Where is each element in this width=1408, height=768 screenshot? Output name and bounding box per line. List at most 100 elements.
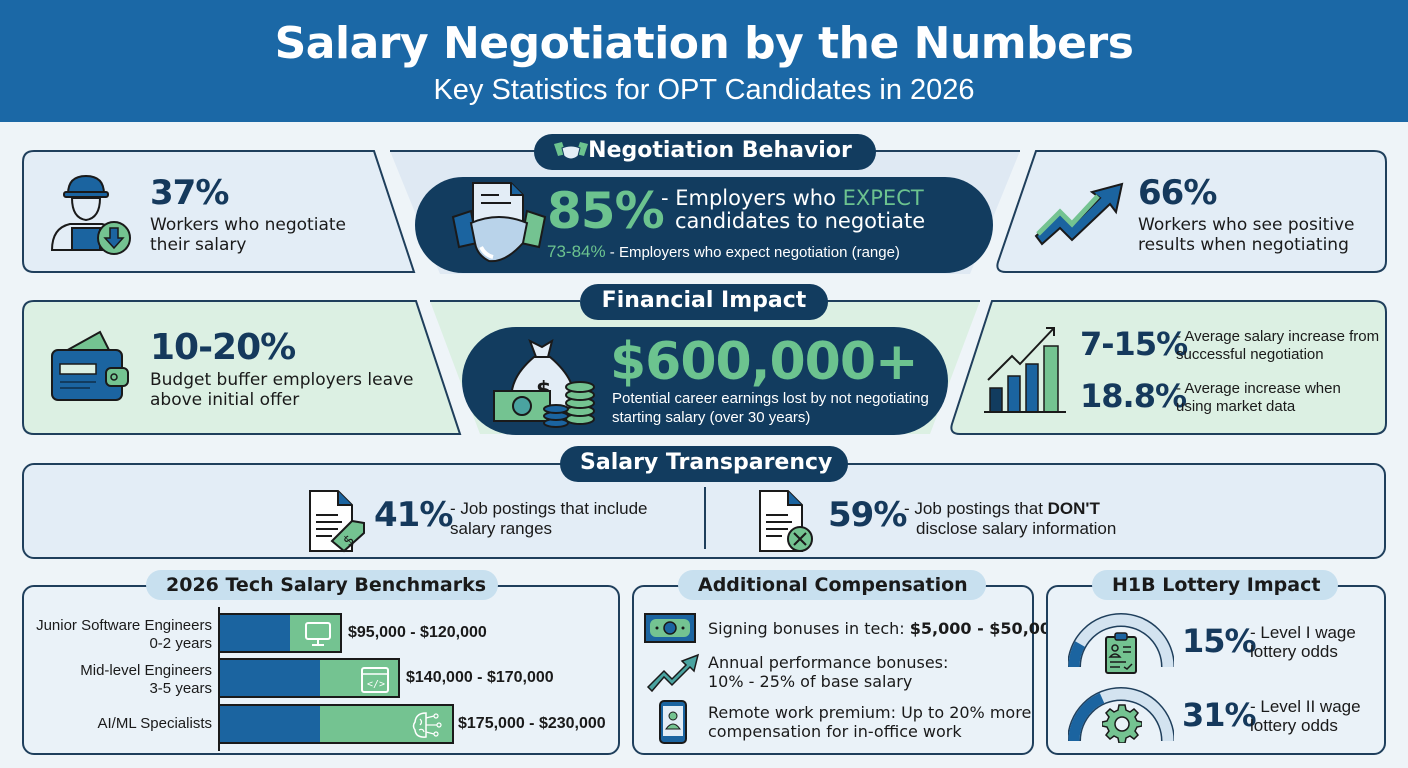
- stat-description: Workers who see positive results when ne…: [1138, 215, 1355, 255]
- benchmark-range: $175,000 - $230,000: [458, 715, 606, 732]
- item-emphasis: $5,000 - $50,000: [909, 619, 1063, 638]
- bar-segment-min: [220, 706, 320, 742]
- page-subtitle: Key Statistics for OPT Candidates in 202…: [433, 74, 975, 106]
- card-additional-compensation: Signing bonuses in tech: $5,000 - $50,00…: [632, 585, 1062, 755]
- desc-emphasis: EXPECT: [842, 186, 924, 210]
- section-title-additional-compensation: Additional Compensation: [678, 570, 986, 600]
- label-line2: 3-5 years: [149, 680, 212, 697]
- section-title-label: Financial Impact: [601, 288, 807, 313]
- panel-employers-expect: 85% - Employers who EXPECT candidates to…: [415, 177, 993, 273]
- stat-description-85: - Employers who EXPECT candidates to neg…: [661, 187, 981, 233]
- item-line2: 10% - 25% of base salary: [708, 672, 913, 691]
- section-title-financial-impact: Financial Impact: [580, 284, 828, 320]
- section-title-h1b-lottery: H1B Lottery Impact: [1092, 570, 1338, 600]
- item-text: Annual performance bonuses:: [708, 653, 949, 672]
- trend-up-arrow-icon: [1034, 182, 1124, 246]
- gauge-level1: [1068, 613, 1174, 668]
- card-salary-increase-shape: [950, 300, 1387, 435]
- stat-description: - Average increase when using market dat…: [1176, 380, 1341, 415]
- monitor-icon: [305, 622, 331, 646]
- card-positive-results: 66% Workers who see positive results whe…: [994, 150, 1388, 274]
- benchmark-range: $140,000 - $170,000: [406, 669, 554, 686]
- worker-down-arrow-icon: [50, 174, 131, 255]
- benchmark-label: Junior Software Engineers 0-2 years: [12, 617, 212, 653]
- gear-icon: [1102, 704, 1142, 743]
- code-window-icon: </>: [361, 667, 389, 693]
- bar-chart-growth-icon: [984, 327, 1066, 413]
- stat-description: - Level I wage lottery odds: [1250, 623, 1356, 661]
- panel-career-earnings: $ $600,000+ Potential career earnings lo…: [462, 327, 948, 435]
- stat-value: 7-15%: [1080, 325, 1188, 363]
- stat-description: Workers who negotiate their salary: [150, 215, 346, 255]
- compensation-item: Annual performance bonuses: 10% - 25% of…: [708, 653, 948, 691]
- money-bag-coins-icon: $: [493, 338, 595, 428]
- desc-emphasis: DON'T: [1047, 499, 1100, 518]
- wallet-icon: [51, 330, 129, 401]
- card-salary-increase: 7-15% - Average salary increase from suc…: [948, 300, 1388, 436]
- label-line2: 0-2 years: [149, 635, 212, 652]
- section-title-salary-transparency: Salary Transparency: [560, 446, 848, 482]
- stat-value: 59%: [828, 495, 907, 535]
- item-text: Signing bonuses in tech:: [708, 619, 910, 638]
- stat-value-85: 85%: [547, 182, 665, 240]
- banknote-icon: [644, 613, 696, 643]
- stat-description: Budget buffer employers leave above init…: [150, 370, 414, 410]
- clipboard-profile-icon: [1105, 632, 1137, 674]
- section-title-label: H1B Lottery Impact: [1112, 574, 1321, 596]
- stat-value: 37%: [150, 173, 229, 213]
- section-title-label: 2026 Tech Salary Benchmarks: [166, 574, 487, 596]
- stat-value: 41%: [374, 495, 453, 535]
- divider: [704, 487, 706, 549]
- compensation-item: Signing bonuses in tech: $5,000 - $50,00…: [708, 619, 1062, 638]
- benchmark-label: Mid-level Engineers 3-5 years: [12, 662, 212, 698]
- range-value: 73-84%: [547, 242, 606, 261]
- desc-prefix: - Job postings that: [904, 499, 1048, 518]
- item-text: Remote work premium: Up to 20% more: [708, 703, 1032, 722]
- section-title-negotiation-behavior: Negotiation Behavior: [534, 134, 876, 170]
- section-title-tech-benchmarks: 2026 Tech Salary Benchmarks: [146, 570, 498, 600]
- desc-prefix: - Employers who: [661, 186, 843, 210]
- benchmark-bar-mid: </>: [218, 658, 400, 698]
- desc-line2: lottery odds: [1250, 716, 1338, 735]
- card-budget-buffer-shape: [22, 300, 462, 435]
- benchmark-bar-aiml: [218, 704, 454, 744]
- label-line1: Mid-level Engineers: [80, 662, 212, 679]
- contract-handshake-icon: [451, 182, 547, 263]
- bar-segment-range: </>: [320, 660, 398, 696]
- card-h1b-lottery: 15% - Level I wage lottery odds 31% - Le…: [1046, 585, 1386, 755]
- desc-suffix: candidates to negotiate: [675, 209, 926, 233]
- desc-line1: - Level I wage: [1250, 623, 1356, 642]
- section-title-label: Salary Transparency: [580, 450, 833, 475]
- desc-suffix: disclose salary information: [916, 519, 1117, 538]
- stat-value: 31%: [1182, 696, 1257, 734]
- item-line2: compensation for in-office work: [708, 722, 962, 741]
- header-banner: Salary Negotiation by the Numbers Key St…: [0, 0, 1408, 122]
- benchmark-label: AI/ML Specialists: [12, 715, 213, 733]
- compensation-item: Remote work premium: Up to 20% more comp…: [708, 703, 1031, 741]
- svg-text:</>: </>: [367, 679, 385, 690]
- stat-range: 73-84% - Employers who expect negotiatio…: [547, 241, 900, 264]
- ai-brain-icon: [412, 712, 442, 738]
- benchmark-bar-junior: [218, 613, 342, 653]
- section-title-label: Additional Compensation: [698, 574, 968, 596]
- bar-segment-min: [220, 615, 290, 651]
- stat-value: 18.8%: [1080, 377, 1187, 415]
- stat-description: - Job postings that include salary range…: [450, 499, 648, 538]
- stat-value: 66%: [1138, 173, 1217, 213]
- stat-description: - Job postings that DON'T disclose salar…: [904, 499, 1184, 539]
- stat-value: 15%: [1182, 622, 1257, 660]
- handshake-icon: [554, 142, 588, 160]
- desc-line1: - Level II wage: [1250, 697, 1361, 716]
- card-tech-benchmarks: Junior Software Engineers 0-2 years $95,…: [22, 585, 620, 755]
- bar-segment-range: [290, 615, 340, 651]
- stat-value-600k: $600,000+: [610, 332, 919, 392]
- stat-value: 10-20%: [150, 327, 296, 368]
- label-line1: Junior Software Engineers: [36, 617, 212, 634]
- document-x-icon: [759, 490, 813, 552]
- bar-segment-range: [320, 706, 452, 742]
- document-price-tag-icon: $: [309, 490, 365, 553]
- card-budget-buffer: 10-20% Budget buffer employers leave abo…: [22, 300, 462, 436]
- benchmark-range: $95,000 - $120,000: [348, 624, 487, 641]
- label-line1: AI/ML Specialists: [97, 715, 213, 732]
- mobile-user-icon: [659, 700, 687, 744]
